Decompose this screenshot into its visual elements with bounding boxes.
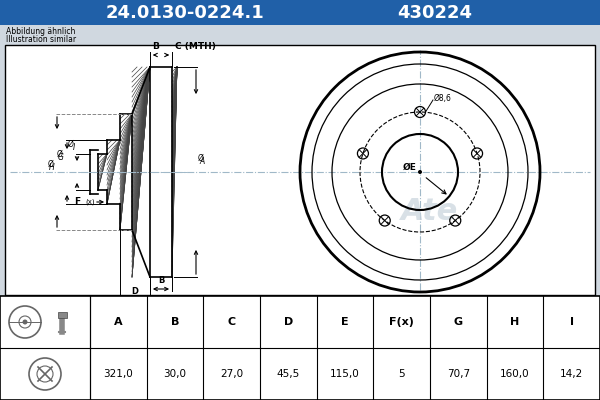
Text: (x): (x)	[85, 199, 95, 205]
Text: F: F	[74, 198, 80, 206]
Text: 5: 5	[398, 369, 405, 379]
Text: D: D	[284, 317, 293, 327]
Circle shape	[23, 320, 28, 324]
Text: 30,0: 30,0	[163, 369, 187, 379]
Text: D: D	[131, 287, 139, 296]
Text: 24.0130-0224.1: 24.0130-0224.1	[106, 4, 265, 22]
Text: A: A	[114, 317, 122, 327]
Text: Ø: Ø	[48, 160, 54, 168]
Text: H: H	[511, 317, 520, 327]
Text: C: C	[227, 317, 236, 327]
Text: Abbildung ähnlich: Abbildung ähnlich	[6, 28, 76, 36]
Text: B: B	[171, 317, 179, 327]
Text: Ø8,6: Ø8,6	[434, 94, 452, 102]
Text: 45,5: 45,5	[277, 369, 300, 379]
Text: E: E	[341, 317, 349, 327]
Bar	[5, 45, 595, 295]
Text: B: B	[152, 42, 159, 51]
Text: 27,0: 27,0	[220, 369, 243, 379]
Bar	[0, 296, 600, 400]
Text: 321,0: 321,0	[103, 369, 133, 379]
Bar	[58, 312, 67, 318]
Text: Ø: Ø	[198, 154, 204, 162]
Text: Ø: Ø	[57, 150, 63, 158]
Bar	[0, 0, 600, 25]
Text: I: I	[569, 317, 574, 327]
Text: 70,7: 70,7	[447, 369, 470, 379]
Text: H: H	[49, 164, 55, 172]
Text: A: A	[199, 158, 204, 166]
Circle shape	[418, 170, 422, 174]
Text: B: B	[158, 276, 164, 285]
Text: 430224: 430224	[398, 4, 473, 22]
Text: F(x): F(x)	[389, 317, 414, 327]
Text: G: G	[454, 317, 463, 327]
Text: Ate: Ate	[401, 198, 458, 226]
Text: G: G	[58, 154, 64, 162]
Text: 160,0: 160,0	[500, 369, 530, 379]
Text: Ø: Ø	[68, 140, 74, 148]
Text: 14,2: 14,2	[560, 369, 583, 379]
Text: ØE: ØE	[403, 162, 417, 172]
Text: Illustration similar: Illustration similar	[6, 36, 76, 44]
Text: C (MTH): C (MTH)	[175, 42, 216, 51]
Text: I: I	[73, 144, 75, 152]
Text: 115,0: 115,0	[330, 369, 360, 379]
